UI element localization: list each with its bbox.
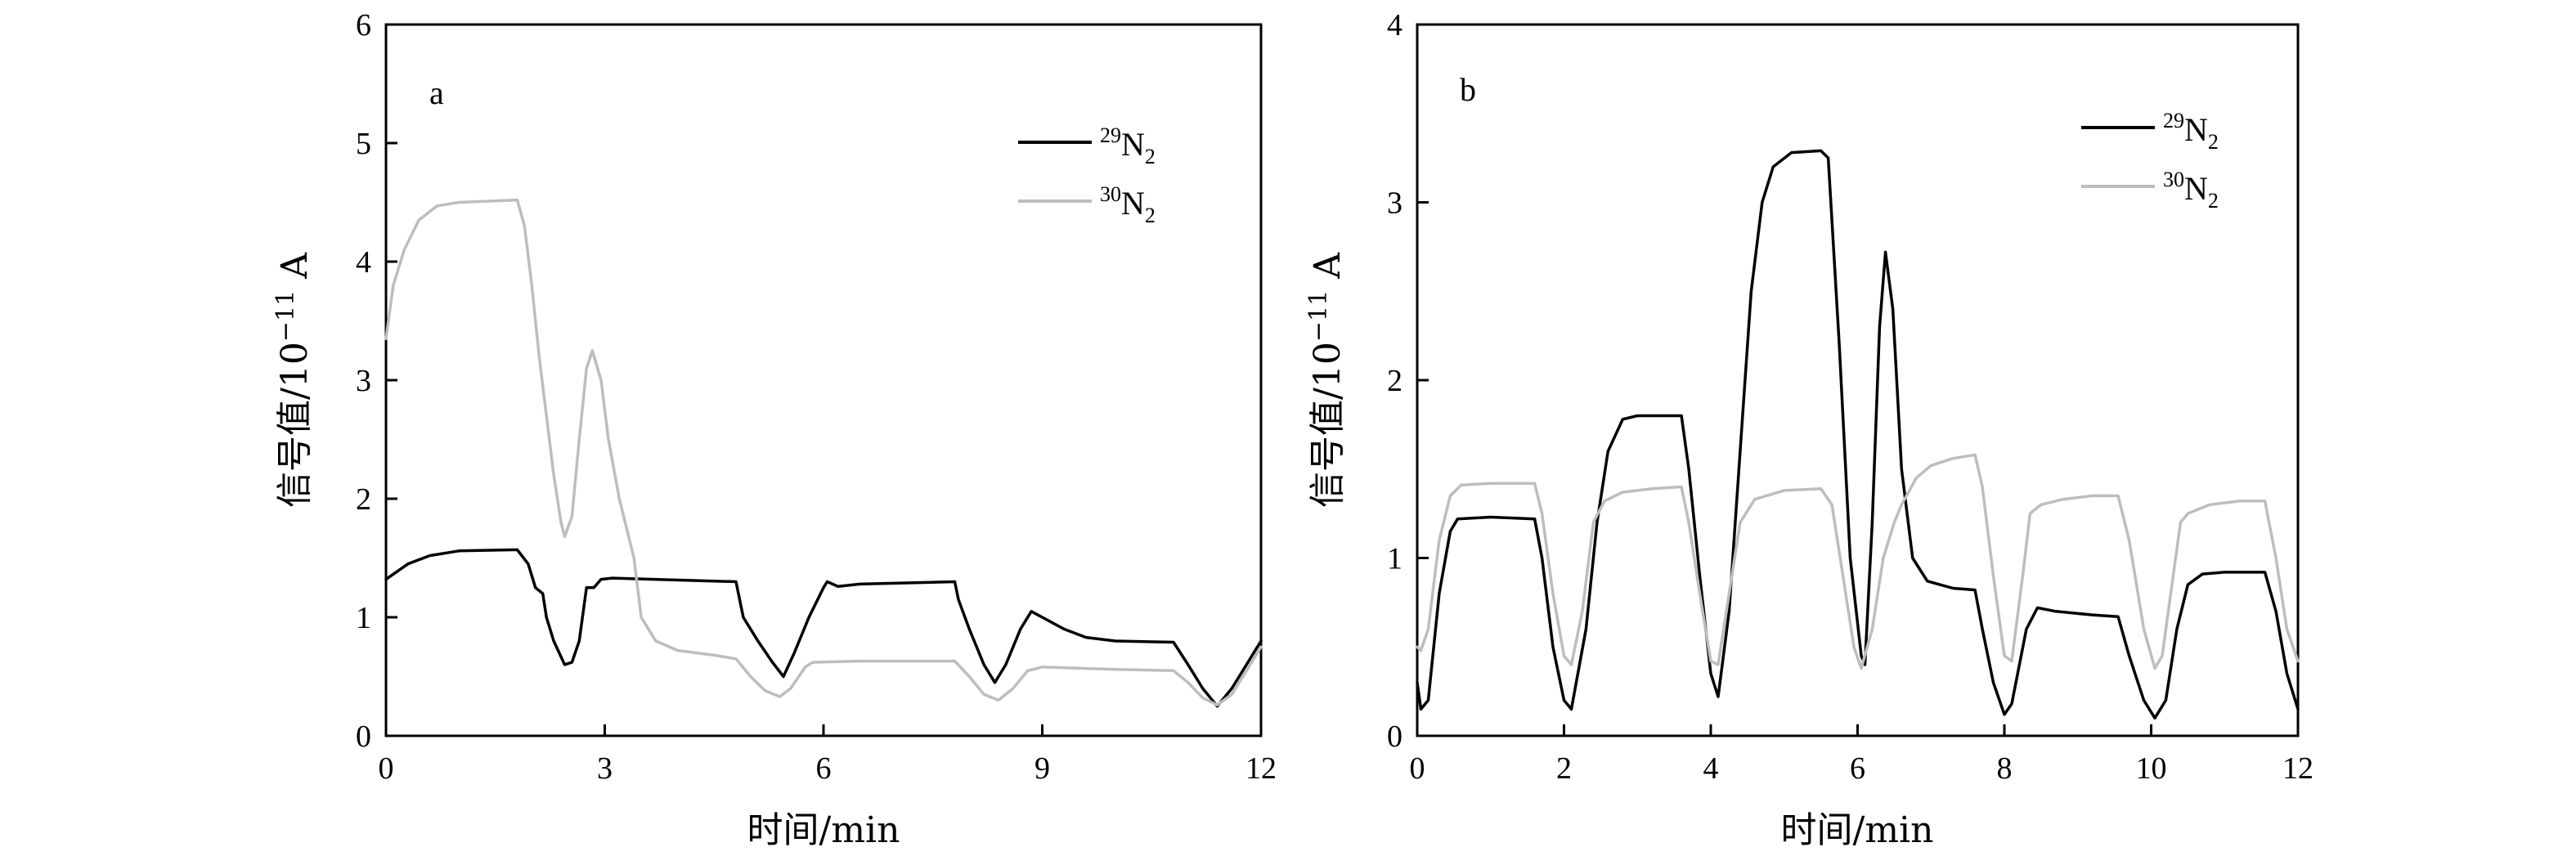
legend-b: 29N2 30N2 (2081, 109, 2219, 213)
x-axis-label-b: 时间/min (1781, 809, 1934, 851)
y-tick-label-b-1: 1 (1387, 542, 1402, 576)
x-tick-label-a-0: 0 (379, 751, 394, 786)
series-a (384, 198, 1263, 708)
x-axis-label-a: 时间/min (747, 809, 900, 851)
x-tick-label-b-3: 6 (1850, 751, 1865, 786)
panel-label-b: b (1460, 71, 1476, 108)
y-tick-label-a-5: 5 (356, 127, 371, 161)
yticks-a: 0 1 2 3 4 5 6 (356, 8, 397, 754)
x-tick-label-b-2: 4 (1703, 751, 1719, 786)
x-tick-label-b-5: 10 (2136, 751, 2167, 786)
series-line-b-30 (1416, 453, 2300, 670)
yticks-b: 0 1 2 3 4 (1387, 8, 1429, 754)
series-line-a-30 (384, 198, 1263, 707)
x-tick-label-b-4: 8 (1997, 751, 2013, 786)
y-tick-label-a-3: 3 (356, 364, 371, 398)
series-line-b-29 (1416, 149, 2300, 720)
y-tick-label-a-4: 4 (356, 245, 371, 280)
y-axis-label-a: 信号值/10−11 A (272, 252, 316, 508)
y-tick-label-b-4: 4 (1387, 8, 1402, 43)
y-tick-label-a-2: 2 (356, 482, 371, 517)
series-line-a-29 (384, 548, 1263, 708)
y-tick-label-a-1: 1 (356, 601, 371, 635)
legend-a: 29N2 30N2 (1018, 123, 1156, 227)
y-tick-label-b-2: 2 (1387, 364, 1402, 398)
legend-label-b-29: 29N2 (2163, 109, 2219, 154)
legend-label-a-29: 29N2 (1100, 123, 1156, 168)
x-tick-label-a-4: 12 (1245, 751, 1277, 786)
series-b (1416, 149, 2300, 720)
legend-label-a-30: 30N2 (1100, 182, 1156, 227)
x-tick-label-b-1: 2 (1556, 751, 1572, 786)
y-tick-label-a-6: 6 (356, 8, 371, 43)
y-axis-label-b: 信号值/10−11 A (1304, 252, 1349, 508)
x-tick-label-a-3: 9 (1034, 751, 1050, 786)
x-tick-label-a-1: 3 (597, 751, 613, 786)
x-tick-label-b-6: 12 (2282, 751, 2313, 786)
x-tick-label-b-0: 0 (1410, 751, 1425, 786)
y-tick-label-a-0: 0 (356, 719, 371, 754)
y-tick-label-b-3: 3 (1387, 186, 1402, 221)
xticks-a: 0 3 6 9 12 (379, 724, 1277, 786)
x-tick-label-a-2: 6 (816, 751, 832, 786)
xticks-b: 0 2 4 6 8 10 12 (1410, 724, 2313, 786)
y-tick-label-b-0: 0 (1387, 719, 1402, 754)
panel-label-a: a (429, 74, 444, 111)
legend-label-b-30: 30N2 (2163, 168, 2219, 213)
